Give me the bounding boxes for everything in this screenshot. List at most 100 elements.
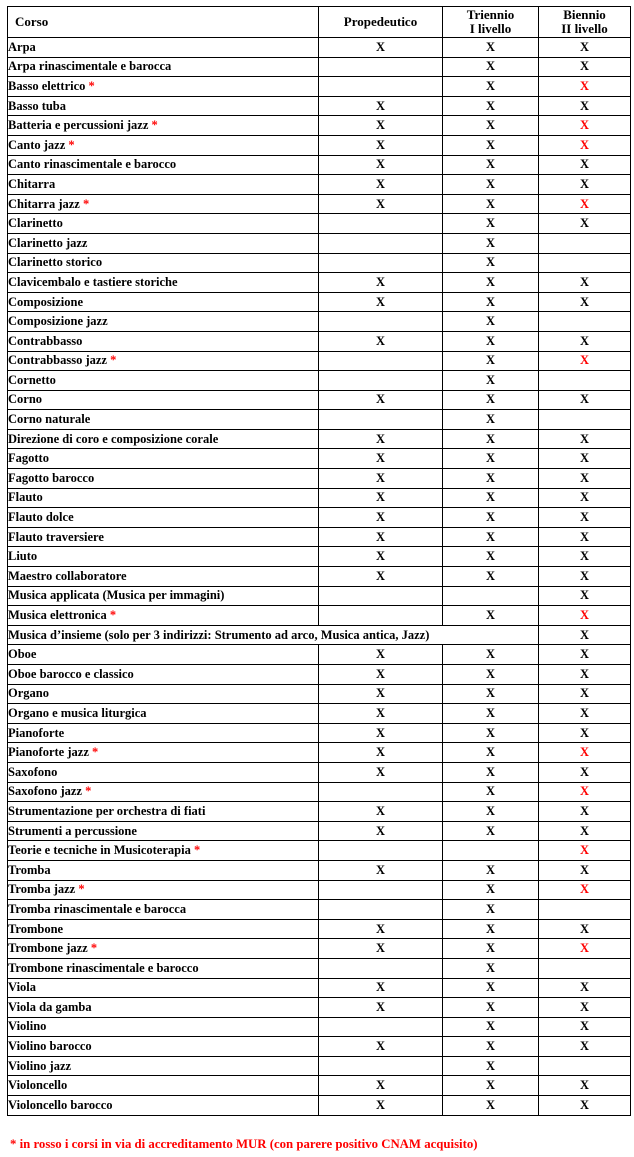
availability-mark: X	[538, 350, 631, 372]
table-row: Pianoforte X X X	[7, 722, 631, 744]
availability-mark: X	[442, 1075, 539, 1097]
availability-mark: X	[318, 722, 443, 744]
course-name-cell: Organo	[7, 683, 319, 705]
availability-mark: X	[538, 879, 631, 901]
availability-mark: X	[538, 487, 631, 509]
availability-mark: X	[538, 840, 631, 861]
table-row: Cornetto X	[7, 370, 631, 391]
availability-mark: X	[538, 820, 631, 842]
availability-mark: X	[538, 213, 631, 234]
table-row: Chitarra jazz * X X X	[7, 193, 631, 215]
availability-mark: X	[442, 507, 539, 528]
availability-mark: X	[442, 1036, 539, 1057]
accreditation-footnote: * in rosso i corsi in via di accreditame…	[10, 1136, 478, 1151]
availability-mark: X	[442, 56, 539, 78]
availability-mark: X	[442, 468, 539, 489]
availability-mark: X	[318, 428, 443, 450]
availability-mark: X	[318, 193, 443, 215]
availability-mark: X	[442, 154, 539, 176]
course-name-cell: Trombone jazz *	[7, 938, 319, 959]
availability-mark: X	[538, 918, 631, 940]
empty-cell	[538, 311, 631, 332]
table-row: Flauto X X X	[7, 487, 631, 509]
table-row: Strumentazione per orchestra di fiati X X X	[7, 801, 631, 822]
table-row: Clavicembalo e tastiere storiche X X X	[7, 272, 631, 293]
availability-mark: X	[318, 1075, 443, 1097]
availability-mark: X	[538, 761, 631, 783]
availability-mark: X	[538, 742, 631, 763]
availability-mark: X	[442, 879, 539, 901]
table-row: Canto rinascimentale e barocco X X X	[7, 154, 631, 176]
availability-mark: X	[442, 1055, 539, 1077]
course-name-cell: Violino jazz	[7, 1055, 319, 1077]
empty-cell	[318, 605, 443, 626]
availability-mark: X	[538, 683, 631, 705]
availability-mark: X	[538, 859, 631, 881]
availability-mark: X	[318, 389, 443, 411]
table-row: Clarinetto X X	[7, 213, 631, 234]
empty-cell	[318, 1016, 443, 1038]
availability-mark: X	[442, 37, 539, 58]
table-row: Corno X X X	[7, 389, 631, 411]
empty-cell	[318, 370, 443, 391]
table-row: Strumenti a percussione X X X	[7, 820, 631, 842]
availability-mark: X	[442, 957, 539, 979]
availability-mark: X	[538, 330, 631, 352]
course-name-cell: Basso tuba	[7, 95, 319, 117]
availability-mark: X	[318, 801, 443, 822]
table-row: Organo e musica liturgica X X X	[7, 703, 631, 724]
availability-mark: X	[442, 409, 539, 430]
availability-mark: X	[442, 820, 539, 842]
availability-mark: X	[538, 624, 631, 646]
availability-mark: X	[538, 272, 631, 293]
empty-cell	[318, 409, 443, 430]
course-name-cell: Batteria e percussioni jazz *	[7, 115, 319, 136]
accreditation-asterisk: *	[193, 843, 201, 858]
table-row: Composizione X X X	[7, 291, 631, 313]
column-header-biennio: Biennio II livello	[538, 6, 631, 38]
availability-mark: X	[318, 526, 443, 548]
empty-cell	[318, 840, 443, 861]
availability-mark: X	[318, 134, 443, 156]
availability-mark: X	[442, 428, 539, 450]
availability-mark: X	[318, 115, 443, 136]
empty-cell	[538, 232, 631, 254]
availability-mark: X	[318, 859, 443, 881]
availability-mark: X	[538, 566, 631, 587]
availability-mark: X	[318, 272, 443, 293]
empty-cell	[318, 899, 443, 920]
course-name-cell: Arpa rinascimentale e barocca	[7, 56, 319, 78]
availability-mark: X	[442, 115, 539, 136]
table-body: Arpa X X X Arpa rinascimentale e barocca X X Ba…	[7, 37, 631, 1116]
course-name-cell: Corno	[7, 389, 319, 411]
availability-mark: X	[442, 918, 539, 940]
availability-mark: X	[442, 683, 539, 705]
table-row: Musica applicata (Musica per immagini) X	[7, 585, 631, 607]
availability-mark: X	[318, 1036, 443, 1057]
course-name-cell: Strumenti a percussione	[7, 820, 319, 842]
empty-cell	[318, 252, 443, 274]
availability-mark: X	[538, 722, 631, 744]
availability-mark: X	[442, 526, 539, 548]
course-name-cell: Flauto dolce	[7, 507, 319, 528]
table-row: Organo X X X	[7, 683, 631, 705]
availability-mark: X	[442, 350, 539, 372]
course-name-cell: Fagotto	[7, 448, 319, 470]
course-name-cell: Tromba rinascimentale e barocca	[7, 899, 319, 920]
availability-mark: X	[442, 487, 539, 509]
availability-mark: X	[318, 1095, 443, 1116]
table-row: Direzione di coro e composizione corale X…	[7, 428, 631, 450]
course-name-cell: Oboe barocco e classico	[7, 664, 319, 685]
availability-mark: X	[318, 918, 443, 940]
availability-mark: X	[318, 997, 443, 1018]
availability-mark: X	[538, 154, 631, 176]
accreditation-asterisk: *	[78, 882, 85, 897]
empty-cell	[538, 252, 631, 274]
table-row: Maestro collaboratore X X X	[7, 566, 631, 587]
empty-cell	[318, 879, 443, 901]
availability-mark: X	[538, 37, 631, 58]
availability-mark: X	[442, 330, 539, 352]
availability-mark: X	[442, 703, 539, 724]
course-name-cell: Violino barocco	[7, 1036, 319, 1057]
availability-mark: X	[538, 389, 631, 411]
